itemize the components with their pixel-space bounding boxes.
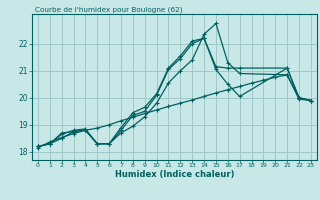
Text: Courbe de l'humidex pour Boulogne (62): Courbe de l'humidex pour Boulogne (62) (35, 6, 182, 13)
X-axis label: Humidex (Indice chaleur): Humidex (Indice chaleur) (115, 170, 234, 179)
